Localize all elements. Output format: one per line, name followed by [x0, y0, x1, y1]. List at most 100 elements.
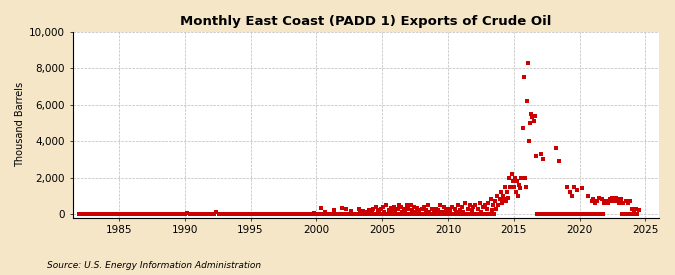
Title: Monthly East Coast (PADD 1) Exports of Crude Oil: Monthly East Coast (PADD 1) Exports of C… [180, 15, 551, 28]
Point [182, 211, 193, 215]
Point [92, 212, 103, 216]
Point [180, 212, 190, 216]
Point [333, 212, 344, 216]
Point [489, 199, 500, 204]
Point [439, 212, 450, 216]
Point [447, 205, 458, 209]
Point [554, 212, 565, 216]
Point [454, 212, 464, 216]
Point [387, 210, 398, 214]
Point [329, 212, 340, 216]
Point [402, 203, 413, 207]
Point [459, 212, 470, 216]
Point [503, 196, 514, 200]
Point [169, 212, 180, 216]
Point [540, 212, 551, 216]
Point [288, 212, 299, 216]
Point [610, 196, 621, 200]
Point [618, 201, 629, 205]
Point [429, 208, 439, 213]
Point [95, 212, 106, 216]
Point [570, 212, 580, 216]
Point [531, 153, 541, 158]
Point [380, 212, 391, 216]
Point [364, 212, 375, 216]
Point [410, 212, 421, 216]
Point [302, 212, 313, 216]
Point [404, 212, 415, 216]
Point [456, 212, 466, 216]
Point [113, 212, 124, 216]
Point [619, 212, 630, 216]
Point [450, 210, 461, 214]
Point [519, 175, 530, 180]
Point [190, 212, 200, 216]
Point [461, 212, 472, 216]
Point [174, 212, 185, 216]
Point [508, 185, 519, 189]
Point [406, 208, 417, 213]
Point [495, 190, 506, 194]
Point [496, 201, 507, 205]
Point [259, 212, 269, 216]
Point [497, 194, 508, 198]
Point [528, 119, 539, 123]
Point [464, 203, 475, 207]
Point [292, 212, 303, 216]
Point [364, 208, 375, 213]
Point [597, 212, 608, 216]
Point [478, 205, 489, 209]
Point [573, 212, 584, 216]
Point [535, 212, 545, 216]
Point [515, 186, 526, 191]
Point [607, 196, 618, 200]
Point [626, 212, 637, 216]
Y-axis label: Thousand Barrels: Thousand Barrels [15, 82, 25, 167]
Point [491, 206, 502, 211]
Point [224, 212, 235, 216]
Point [604, 199, 615, 204]
Point [499, 197, 510, 202]
Point [529, 114, 540, 118]
Point [448, 212, 459, 216]
Point [421, 208, 431, 213]
Point [601, 201, 612, 205]
Point [354, 207, 364, 212]
Point [487, 208, 497, 213]
Point [492, 194, 503, 198]
Point [516, 175, 526, 180]
Point [373, 210, 384, 214]
Point [331, 212, 342, 216]
Point [352, 212, 362, 216]
Point [361, 210, 372, 214]
Point [163, 212, 174, 216]
Point [472, 206, 483, 211]
Point [583, 194, 594, 198]
Point [378, 205, 389, 209]
Point [308, 211, 319, 215]
Point [489, 212, 500, 216]
Point [514, 183, 524, 187]
Point [589, 201, 600, 205]
Point [427, 212, 438, 216]
Point [209, 212, 219, 216]
Point [390, 208, 401, 213]
Point [502, 190, 512, 194]
Point [245, 212, 256, 216]
Point [622, 201, 633, 205]
Point [510, 190, 521, 194]
Point [494, 197, 505, 202]
Point [385, 205, 396, 210]
Point [368, 206, 379, 211]
Point [458, 210, 468, 214]
Point [391, 212, 402, 216]
Point [615, 199, 626, 204]
Point [101, 212, 111, 216]
Point [308, 212, 319, 216]
Point [568, 212, 578, 216]
Point [549, 212, 560, 216]
Point [338, 212, 348, 216]
Point [74, 212, 85, 216]
Point [187, 212, 198, 216]
Point [542, 212, 553, 216]
